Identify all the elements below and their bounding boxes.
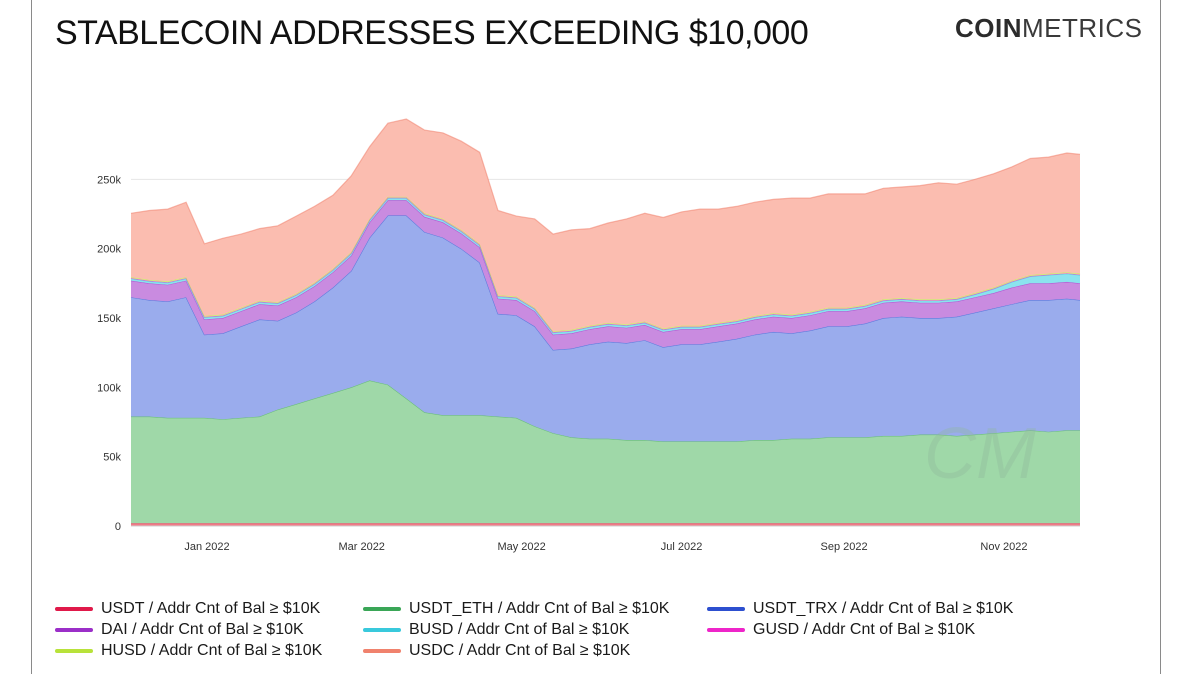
- legend-swatch: [363, 628, 401, 632]
- x-tick-label: Jan 2022: [184, 541, 229, 553]
- legend-item[interactable]: DAI / Addr Cnt of Bal ≥ $10K: [55, 621, 304, 639]
- frame-left-border: [31, 0, 32, 674]
- legend-swatch: [55, 607, 93, 611]
- y-tick-label: 150k: [97, 313, 121, 325]
- area-series: [131, 200, 1080, 350]
- legend-item[interactable]: USDC / Addr Cnt of Bal ≥ $10K: [363, 642, 630, 660]
- area-series: [131, 119, 1080, 332]
- area-series: [131, 380, 1080, 524]
- legend-swatch: [707, 607, 745, 611]
- brand-logo-bold: COIN: [955, 13, 1022, 43]
- y-tick-label: 200k: [97, 244, 121, 256]
- legend-label: GUSD / Addr Cnt of Bal ≥ $10K: [753, 621, 976, 638]
- legend-item[interactable]: USDT / Addr Cnt of Bal ≥ $10K: [55, 600, 320, 618]
- legend-swatch: [55, 649, 93, 653]
- x-tick-label: Mar 2022: [338, 541, 384, 553]
- legend-label: USDC / Addr Cnt of Bal ≥ $10K: [409, 642, 631, 659]
- legend-swatch: [363, 607, 401, 611]
- legend-label: USDT_TRX / Addr Cnt of Bal ≥ $10K: [753, 600, 1014, 617]
- legend-swatch: [707, 628, 745, 632]
- brand-logo-thin: METRICS: [1022, 13, 1143, 43]
- legend-label: USDT / Addr Cnt of Bal ≥ $10K: [101, 600, 321, 617]
- chart-title: STABLECOIN ADDRESSES EXCEEDING $10,000: [55, 14, 809, 52]
- y-tick-label: 50k: [103, 452, 121, 464]
- x-tick-label: Nov 2022: [980, 541, 1027, 553]
- y-tick-label: 100k: [97, 382, 121, 394]
- legend-swatch: [55, 628, 93, 632]
- x-tick-label: May 2022: [497, 541, 545, 553]
- stacked-area-chart: 0 50k 100k 150k 200k 250k CM Jan 2022 Mar 2022 Ma…: [97, 118, 1081, 553]
- area-series: [131, 215, 1080, 442]
- legend-swatch: [363, 649, 401, 653]
- legend-item[interactable]: USDT_TRX / Addr Cnt of Bal ≥ $10K: [707, 600, 1013, 618]
- legend-item[interactable]: GUSD / Addr Cnt of Bal ≥ $10K: [707, 621, 975, 639]
- frame-right-border: [1160, 0, 1161, 674]
- legend-label: BUSD / Addr Cnt of Bal ≥ $10K: [409, 621, 630, 638]
- legend-item[interactable]: USDT_ETH / Addr Cnt of Bal ≥ $10K: [363, 600, 669, 618]
- x-tick-label: Jul 2022: [661, 541, 703, 553]
- x-tick-label: Sep 2022: [821, 541, 868, 553]
- legend-label: DAI / Addr Cnt of Bal ≥ $10K: [101, 621, 304, 638]
- series-line: [130, 118, 1081, 245]
- y-tick-label: 0: [115, 521, 121, 533]
- legend-label: USDT_ETH / Addr Cnt of Bal ≥ $10K: [409, 600, 670, 617]
- area-series: [131, 523, 1080, 526]
- legend-item[interactable]: BUSD / Addr Cnt of Bal ≥ $10K: [363, 621, 629, 639]
- legend-label: HUSD / Addr Cnt of Bal ≥ $10K: [101, 642, 323, 659]
- watermark-logo: CM: [924, 414, 1036, 494]
- legend-item[interactable]: HUSD / Addr Cnt of Bal ≥ $10K: [55, 642, 322, 660]
- y-tick-label: 250k: [97, 174, 121, 186]
- brand-logo: COINMETRICS: [955, 13, 1143, 44]
